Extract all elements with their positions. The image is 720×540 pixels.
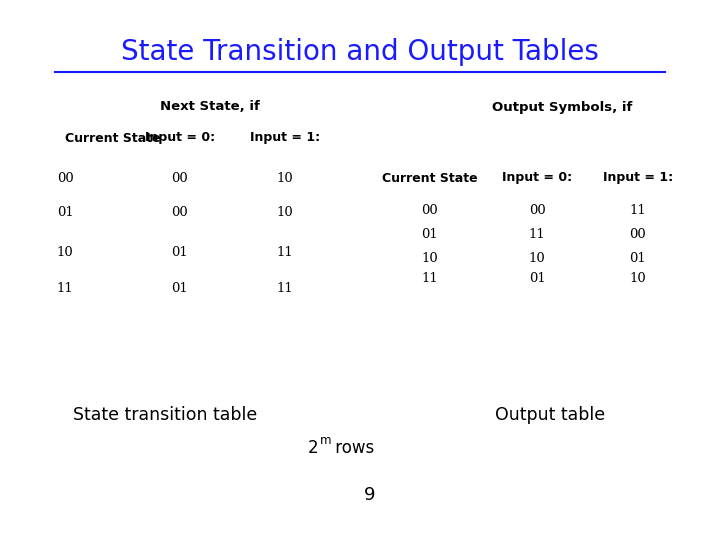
Text: 2: 2 <box>308 439 319 457</box>
Text: Input = 0:: Input = 0: <box>145 132 215 145</box>
Text: 00: 00 <box>528 204 545 217</box>
Text: 00: 00 <box>422 204 438 217</box>
Text: 11: 11 <box>528 227 545 240</box>
Text: State transition table: State transition table <box>73 406 257 424</box>
Text: Next State, if: Next State, if <box>160 100 260 113</box>
Text: Output table: Output table <box>495 406 605 424</box>
Text: 01: 01 <box>57 206 73 219</box>
Text: 11: 11 <box>276 281 293 294</box>
Text: 10: 10 <box>629 272 647 285</box>
Text: 10: 10 <box>276 172 293 185</box>
Text: State Transition and Output Tables: State Transition and Output Tables <box>121 38 599 66</box>
Text: Input = 1:: Input = 1: <box>250 132 320 145</box>
Text: Current State: Current State <box>382 172 478 185</box>
Text: Input = 1:: Input = 1: <box>603 172 673 185</box>
Text: 01: 01 <box>171 246 189 259</box>
Text: 10: 10 <box>276 206 293 219</box>
Text: 01: 01 <box>629 252 647 265</box>
Text: 00: 00 <box>171 206 189 219</box>
Text: 11: 11 <box>422 272 438 285</box>
Text: 11: 11 <box>276 246 293 259</box>
Text: 00: 00 <box>171 172 189 185</box>
Text: 9: 9 <box>364 486 376 504</box>
Text: m: m <box>320 435 331 448</box>
Text: 01: 01 <box>422 227 438 240</box>
Text: Input = 0:: Input = 0: <box>502 172 572 185</box>
Text: 10: 10 <box>422 252 438 265</box>
Text: 11: 11 <box>57 281 73 294</box>
Text: 00: 00 <box>57 172 73 185</box>
Text: 10: 10 <box>57 246 73 259</box>
Text: 00: 00 <box>629 227 647 240</box>
Text: rows: rows <box>330 439 374 457</box>
Text: 01: 01 <box>528 272 545 285</box>
Text: 01: 01 <box>171 281 189 294</box>
Text: Output Symbols, if: Output Symbols, if <box>492 100 632 113</box>
Text: Current State: Current State <box>65 132 161 145</box>
Text: 11: 11 <box>629 204 647 217</box>
Text: 10: 10 <box>528 252 545 265</box>
